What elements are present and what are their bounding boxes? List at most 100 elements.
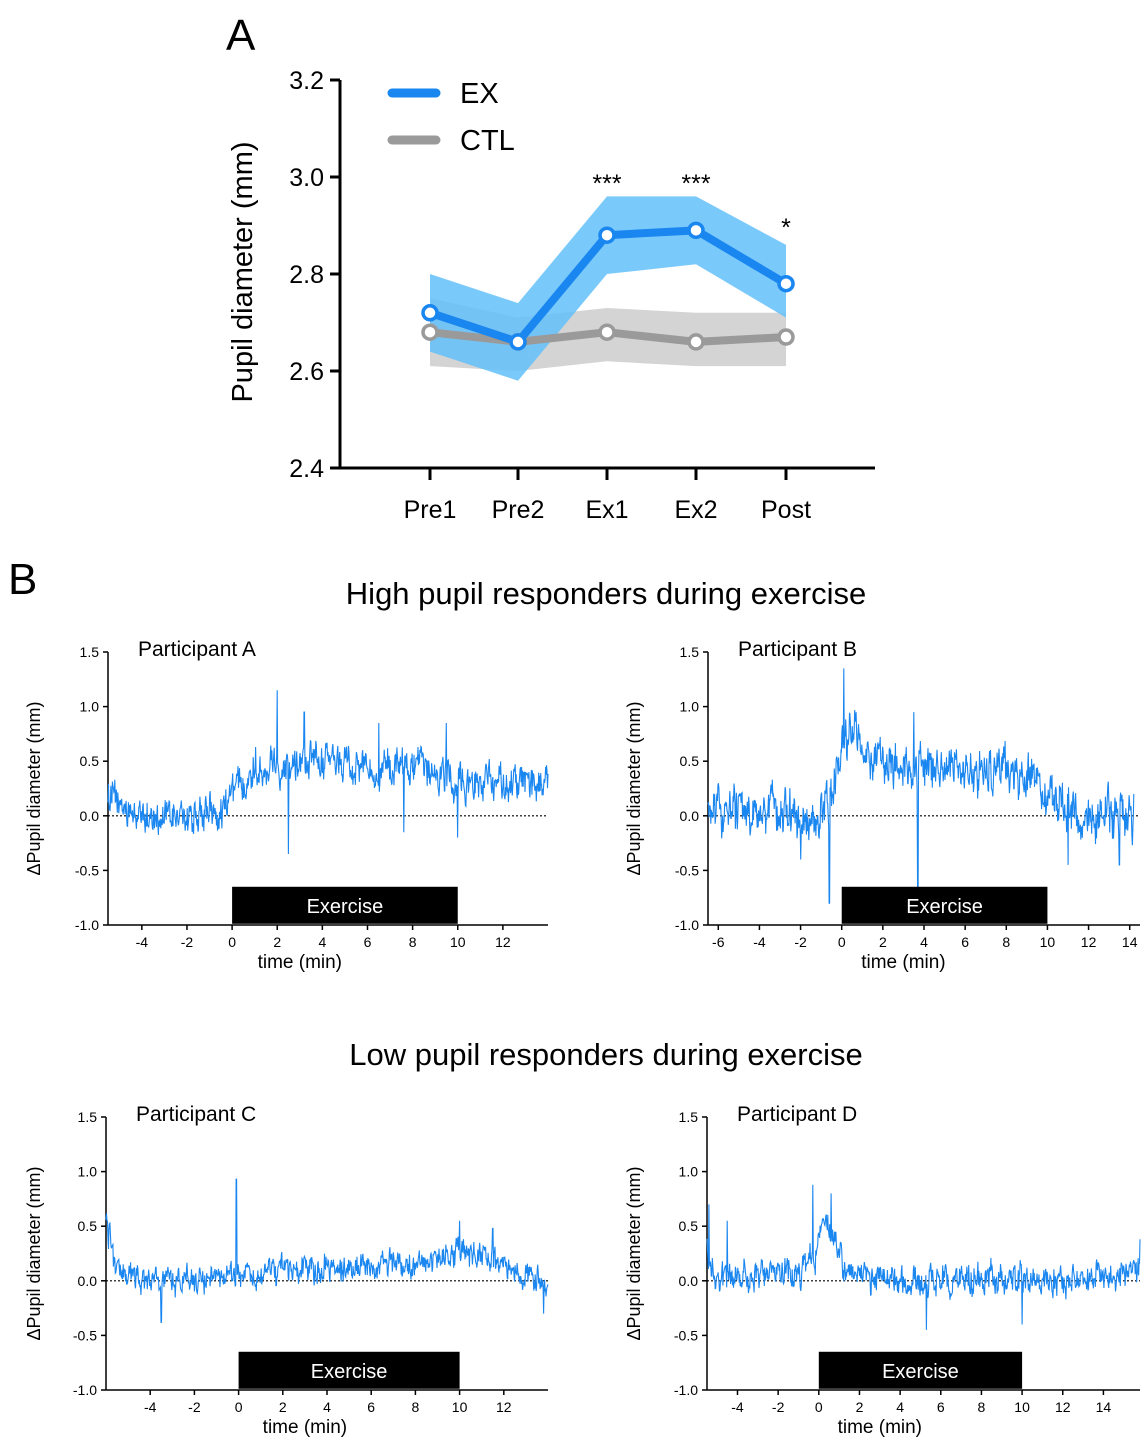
legend-label: EX [460,78,499,110]
x-tick-label: -2 [188,1399,201,1415]
x-tick-label: 12 [1081,934,1097,950]
y-tick-label: 1.0 [680,699,700,715]
x-tick-label: 2 [279,1399,287,1415]
subplot-title: Participant A [138,638,256,661]
exercise-bar-label: Exercise [906,896,983,918]
participant-b-chart: Participant B -1.0 -0.5 0.0 0.5 1.0 1.5 ΔPupil … [624,638,1140,973]
y-tick-label: 3.0 [289,164,324,192]
x-tick-label: 2 [856,1399,864,1415]
section-title-low: Low pupil responders during exercise [349,1037,863,1072]
x-tick-label: 12 [1055,1399,1071,1415]
ex-point [598,226,616,244]
x-tick-label: 6 [961,934,969,950]
x-axis-label: time (min) [861,952,945,973]
y-tick-label: -0.5 [73,1327,97,1343]
x-tick-label: Ex2 [674,496,717,524]
y-tick-label: 1.0 [679,1164,699,1180]
exercise-bar-label: Exercise [311,1361,388,1383]
y-tick-label: 0.5 [80,753,100,769]
x-tick-label: 10 [1014,1399,1030,1415]
x-tick-label: 8 [409,934,417,950]
ctl-point [687,333,705,351]
exercise-bar [841,886,1048,924]
y-tick-label: 1.5 [679,1109,699,1125]
significance-mark: *** [681,170,710,198]
y-tick-label: 1.5 [78,1109,98,1125]
panel-b-letter: B [8,555,37,604]
ex-point [777,274,795,293]
exercise-bar [238,1351,460,1389]
y-tick-label: 1.5 [680,644,700,660]
x-tick-label: 12 [496,1399,512,1415]
y-tick-label: 0.0 [80,808,100,824]
y-tick-label: -1.0 [75,917,99,933]
x-tick-label: 8 [412,1399,420,1415]
section-title-high: High pupil responders during exercise [346,576,866,611]
y-tick-label: 3.2 [289,67,324,95]
x-axis-label: time (min) [263,1417,347,1438]
x-tick-label: 6 [367,1399,375,1415]
x-axis-label: time (min) [258,952,342,973]
y-tick-label: 0.0 [680,808,700,824]
ctl-point [598,323,616,341]
subplot-title: Participant B [738,638,857,661]
x-tick-label: 0 [815,1399,823,1415]
y-tick-label: 0.5 [680,753,700,769]
ctl-point [421,323,439,341]
subplot-title: Participant D [737,1103,857,1126]
x-tick-label: 6 [937,1399,945,1415]
x-tick-label: 4 [318,934,326,950]
exercise-bar-label: Exercise [882,1361,959,1383]
ex-point [421,304,439,322]
participant-a-chart: Participant A -1.0 -0.5 0.0 0.5 1.0 1.5 ΔPupil … [24,638,549,973]
y-tick-label: 2.8 [289,261,324,289]
pupil-trace [707,668,1135,904]
y-tick-label: -1.0 [675,917,699,933]
subplot-title: Participant C [136,1103,256,1126]
y-tick-label: 0.0 [78,1273,98,1289]
y-tick-label: -0.5 [675,862,699,878]
x-tick-label: 4 [920,934,928,950]
x-axis-label: time (min) [838,1417,922,1438]
y-axis-label: ΔPupil diameter (mm) [624,1166,644,1340]
x-tick-label: 10 [1040,934,1056,950]
x-tick-label: 0 [235,1399,243,1415]
y-tick-label: 1.0 [80,699,100,715]
exercise-bar [232,886,458,924]
x-tick-label: 2 [879,934,887,950]
x-tick-label: -2 [794,934,807,950]
ex-point [687,221,705,240]
x-tick-label: 14 [1122,934,1138,950]
y-axis-label: ΔPupil diameter (mm) [24,701,44,875]
x-tick-label: -2 [181,934,194,950]
significance-mark: * [781,214,791,242]
significance-mark: *** [592,170,621,198]
y-tick-label: 0.5 [78,1218,98,1234]
x-tick-label: Pre2 [492,496,545,524]
x-tick-label: 10 [452,1399,468,1415]
y-tick-label: -1.0 [674,1382,698,1398]
x-tick-label: -2 [772,1399,785,1415]
pupil-trace [105,1178,549,1323]
y-tick-label: 0.5 [679,1218,699,1234]
y-tick-label: -0.5 [674,1327,698,1343]
participant-c-chart: Participant C -1.0 -0.5 0.0 0.5 1.0 1.5 ΔPupil … [24,1103,549,1438]
panel-a-chart: 2.4 2.6 2.8 3.0 3.2 Pre1 Pre2 Ex1 Ex2 Post Pupil d… [227,67,875,524]
x-tick-label: -4 [144,1399,157,1415]
x-tick-label: 12 [495,934,511,950]
y-axis-label: ΔPupil diameter (mm) [624,701,644,875]
ctl-point [777,328,795,346]
x-tick-label: 4 [896,1399,904,1415]
x-tick-label: -4 [731,1399,744,1415]
x-tick-label: Ex1 [585,496,628,524]
y-axis-label: ΔPupil diameter (mm) [24,1166,44,1340]
y-tick-label: 1.5 [80,644,100,660]
exercise-bar [818,1351,1023,1389]
y-tick-label: 2.6 [289,358,324,386]
x-tick-label: -4 [753,934,766,950]
pupil-trace [706,1184,1141,1330]
x-tick-label: 8 [978,1399,986,1415]
x-tick-label: 0 [838,934,846,950]
x-tick-label: 0 [228,934,236,950]
y-axis-label: Pupil diameter (mm) [227,141,259,402]
